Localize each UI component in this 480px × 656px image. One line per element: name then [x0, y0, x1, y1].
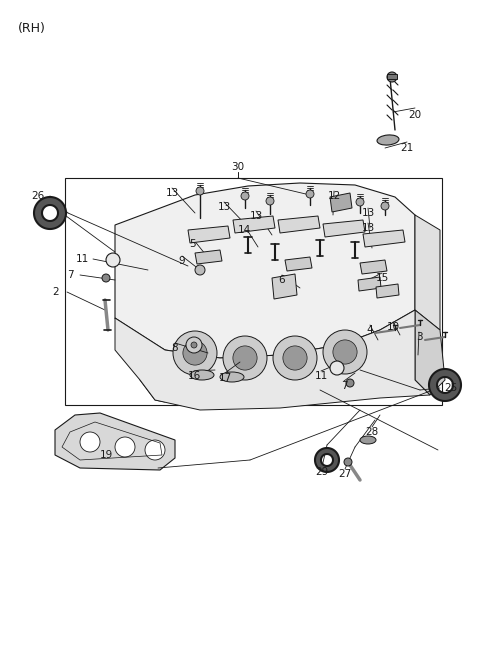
Text: 28: 28 — [365, 427, 379, 437]
Circle shape — [266, 197, 274, 205]
Circle shape — [387, 72, 397, 82]
Polygon shape — [415, 215, 440, 330]
Text: 10: 10 — [386, 322, 399, 332]
Circle shape — [102, 274, 110, 282]
Circle shape — [80, 432, 100, 452]
Text: 7: 7 — [341, 381, 348, 391]
Text: 11: 11 — [314, 371, 328, 381]
Circle shape — [273, 336, 317, 380]
PathPatch shape — [315, 448, 339, 472]
Text: 8: 8 — [172, 343, 178, 353]
Ellipse shape — [220, 372, 244, 382]
Text: 13: 13 — [217, 202, 230, 212]
Text: 13: 13 — [166, 188, 179, 198]
Circle shape — [115, 437, 135, 457]
Polygon shape — [358, 277, 381, 291]
Text: 20: 20 — [408, 110, 421, 120]
Text: 16: 16 — [187, 371, 201, 381]
Polygon shape — [272, 274, 297, 299]
Ellipse shape — [360, 436, 376, 444]
Text: 9: 9 — [179, 256, 185, 266]
Polygon shape — [115, 310, 430, 410]
Polygon shape — [363, 230, 405, 247]
Circle shape — [186, 337, 202, 353]
Ellipse shape — [377, 135, 399, 145]
Bar — [387, 74, 397, 79]
Polygon shape — [115, 318, 165, 402]
Ellipse shape — [190, 370, 214, 380]
Polygon shape — [233, 216, 275, 233]
Text: 15: 15 — [375, 273, 389, 283]
Text: 27: 27 — [338, 469, 352, 479]
Text: 2: 2 — [53, 287, 60, 297]
Text: 4: 4 — [367, 325, 373, 335]
Circle shape — [344, 458, 352, 466]
Bar — [65, 178, 442, 405]
Text: 30: 30 — [231, 162, 245, 172]
Polygon shape — [330, 193, 352, 212]
Polygon shape — [415, 310, 445, 395]
Circle shape — [183, 341, 207, 365]
Text: 25: 25 — [444, 383, 457, 393]
Text: 26: 26 — [31, 191, 45, 201]
Text: 11: 11 — [75, 254, 89, 264]
Polygon shape — [360, 260, 387, 274]
Text: 6: 6 — [279, 275, 285, 285]
Polygon shape — [55, 413, 175, 470]
Polygon shape — [278, 216, 320, 233]
Polygon shape — [195, 250, 222, 264]
Text: 13: 13 — [361, 208, 374, 218]
Text: 7: 7 — [67, 270, 73, 280]
Polygon shape — [376, 284, 399, 298]
Text: 3: 3 — [416, 332, 422, 342]
Polygon shape — [323, 220, 365, 237]
Polygon shape — [115, 183, 415, 358]
Circle shape — [233, 346, 257, 370]
Circle shape — [145, 440, 165, 460]
Text: 19: 19 — [99, 450, 113, 460]
Circle shape — [196, 187, 204, 195]
Circle shape — [306, 190, 314, 198]
Polygon shape — [188, 226, 230, 243]
Text: 13: 13 — [250, 211, 263, 221]
Circle shape — [346, 379, 354, 387]
Text: (RH): (RH) — [18, 22, 46, 35]
Circle shape — [330, 361, 344, 375]
Circle shape — [106, 253, 120, 267]
Text: 5: 5 — [190, 239, 196, 249]
Circle shape — [173, 331, 217, 375]
Circle shape — [191, 342, 197, 348]
PathPatch shape — [34, 197, 66, 229]
Circle shape — [381, 202, 389, 210]
Text: 13: 13 — [361, 223, 374, 233]
Polygon shape — [285, 257, 312, 271]
PathPatch shape — [429, 369, 461, 401]
Text: 29: 29 — [315, 467, 329, 477]
Circle shape — [333, 340, 357, 364]
Text: 21: 21 — [400, 143, 414, 153]
Circle shape — [323, 330, 367, 374]
Circle shape — [283, 346, 307, 370]
Text: 12: 12 — [327, 191, 341, 201]
Circle shape — [356, 198, 364, 206]
Circle shape — [195, 265, 205, 275]
Circle shape — [223, 336, 267, 380]
Text: 14: 14 — [238, 225, 251, 235]
Text: 17: 17 — [218, 373, 232, 383]
Circle shape — [241, 192, 249, 200]
